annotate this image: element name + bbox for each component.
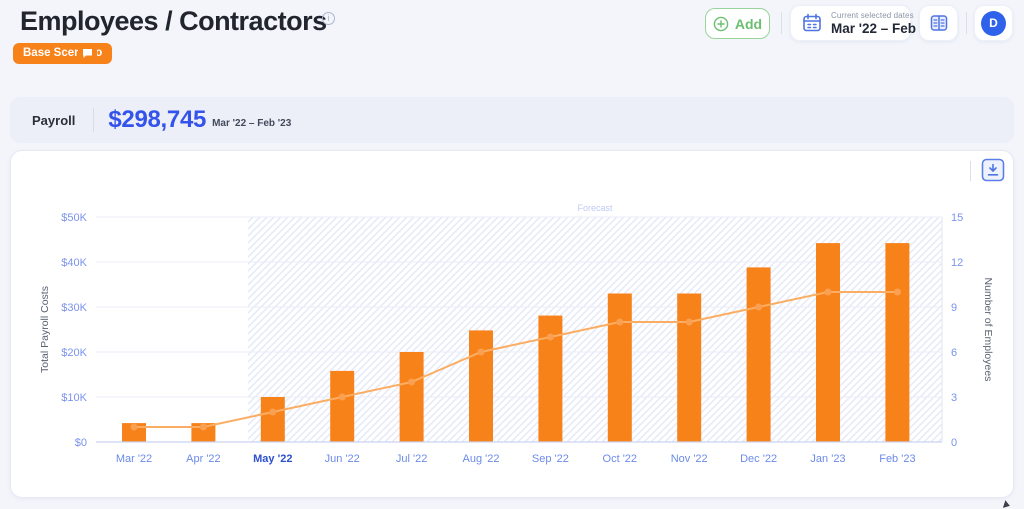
calendar-icon: [801, 12, 823, 34]
scenario-badge[interactable]: Base Scenario: [13, 43, 113, 64]
add-button[interactable]: Add: [705, 8, 770, 39]
svg-text:$40K: $40K: [61, 257, 87, 269]
payroll-chart-card: Forecast $50K $40K $30K $20K $10K $0 15 12 9 6 3 0 To…: [10, 150, 1014, 498]
table-icon: [929, 13, 949, 33]
svg-text:9: 9: [951, 302, 957, 314]
svg-text:Dec '22: Dec '22: [740, 453, 777, 465]
mouse-cursor: [1002, 500, 1012, 509]
avatar: D: [981, 10, 1006, 36]
table-view-button[interactable]: [919, 5, 958, 41]
svg-text:Sep '22: Sep '22: [532, 453, 569, 465]
add-button-label: Add: [734, 15, 763, 32]
svg-text:12: 12: [951, 257, 963, 269]
svg-text:$50K: $50K: [61, 212, 87, 224]
info-icon[interactable]: i: [322, 12, 335, 25]
download-icon: [981, 158, 1005, 182]
page-title: Employees / Contractors: [20, 6, 327, 36]
svg-text:Mar '22: Mar '22: [116, 453, 152, 465]
summary-label: Payroll: [32, 112, 76, 128]
svg-text:May '22: May '22: [253, 453, 292, 465]
divider: [966, 12, 967, 34]
svg-text:Feb '23: Feb '23: [879, 453, 915, 465]
svg-text:0: 0: [951, 437, 957, 449]
summary-period: Mar '22 – Feb '23: [212, 117, 292, 129]
svg-text:Aug '22: Aug '22: [463, 453, 500, 465]
svg-text:6: 6: [951, 347, 957, 359]
date-selector[interactable]: Current selected dates Mar '22 – Feb '23: [790, 5, 938, 41]
divider: [93, 108, 95, 132]
download-chart-button[interactable]: [981, 158, 1005, 182]
divider: [970, 161, 971, 181]
svg-text:$20K: $20K: [61, 347, 87, 359]
payroll-summary-bar: Payroll $298,745 Mar '22 – Feb '23: [10, 97, 1014, 143]
svg-text:Number of Employees: Number of Employees: [982, 278, 994, 382]
payroll-chart: Forecast $50K $40K $30K $20K $10K $0 15 12 9 6 3 0 To…: [39, 203, 994, 465]
svg-text:15: 15: [951, 212, 963, 224]
date-selector-caption: Current selected dates: [831, 10, 914, 20]
svg-text:Oct '22: Oct '22: [603, 453, 638, 465]
svg-text:Apr '22: Apr '22: [186, 453, 221, 465]
svg-text:Jun '22: Jun '22: [325, 453, 360, 465]
svg-text:Jul '22: Jul '22: [396, 453, 427, 465]
date-selector-range: Mar '22 – Feb '23: [831, 20, 938, 36]
svg-text:Jan '23: Jan '23: [810, 453, 845, 465]
plus-circle-icon: [713, 16, 729, 32]
svg-text:Total Payroll Costs: Total Payroll Costs: [39, 286, 51, 373]
svg-text:3: 3: [951, 392, 957, 404]
svg-text:Nov '22: Nov '22: [671, 453, 708, 465]
comment-button[interactable]: [78, 43, 97, 64]
divider: [781, 12, 782, 34]
svg-text:$30K: $30K: [61, 302, 87, 314]
user-avatar-button[interactable]: D: [974, 5, 1013, 41]
svg-text:Forecast: Forecast: [578, 203, 614, 213]
comment-icon: [82, 48, 93, 59]
summary-amount: $298,745: [108, 106, 207, 133]
svg-text:$10K: $10K: [61, 392, 87, 404]
svg-text:$0: $0: [75, 437, 87, 449]
